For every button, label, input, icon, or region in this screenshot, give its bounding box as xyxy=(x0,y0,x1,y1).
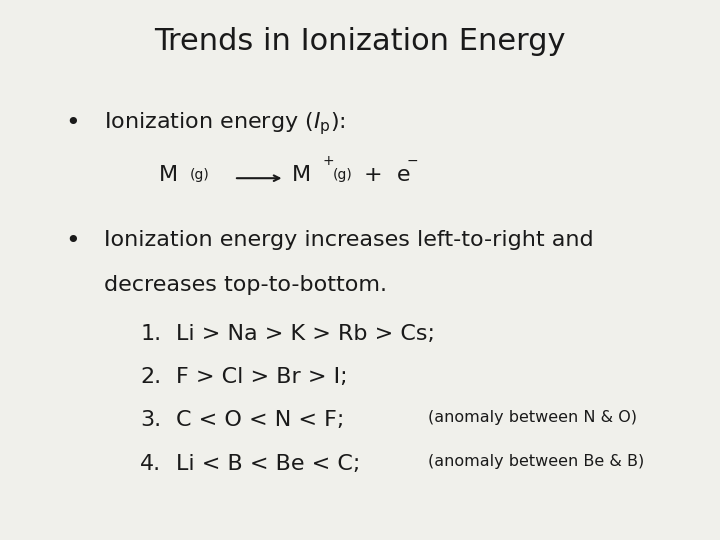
Text: Ionization energy ($\mathit{I}_\mathrm{p}$):: Ionization energy ($\mathit{I}_\mathrm{p… xyxy=(104,111,346,138)
Text: F > Cl > Br > I;: F > Cl > Br > I; xyxy=(176,367,348,387)
Text: •: • xyxy=(65,111,79,134)
Text: 1.: 1. xyxy=(140,324,161,344)
Text: (g): (g) xyxy=(189,168,209,183)
Text: M: M xyxy=(292,165,311,185)
Text: Li < B < Be < C;: Li < B < Be < C; xyxy=(176,454,361,474)
Text: (anomaly between N & O): (anomaly between N & O) xyxy=(428,410,637,426)
Text: +  e: + e xyxy=(364,165,410,185)
Text: 3.: 3. xyxy=(140,410,161,430)
Text: Trends in Ionization Energy: Trends in Ionization Energy xyxy=(154,27,566,56)
Text: •: • xyxy=(65,230,79,253)
Text: decreases top-to-bottom.: decreases top-to-bottom. xyxy=(104,275,387,295)
Text: C < O < N < F;: C < O < N < F; xyxy=(176,410,345,430)
Text: −: − xyxy=(406,154,418,168)
Text: +: + xyxy=(323,154,334,168)
Text: M: M xyxy=(158,165,178,185)
Text: 2.: 2. xyxy=(140,367,161,387)
Text: Li > Na > K > Rb > Cs;: Li > Na > K > Rb > Cs; xyxy=(176,324,436,344)
Text: 4.: 4. xyxy=(140,454,161,474)
Text: (anomaly between Be & B): (anomaly between Be & B) xyxy=(428,454,644,469)
Text: (g): (g) xyxy=(333,168,352,183)
Text: Ionization energy increases left-to-right and: Ionization energy increases left-to-righ… xyxy=(104,230,594,249)
